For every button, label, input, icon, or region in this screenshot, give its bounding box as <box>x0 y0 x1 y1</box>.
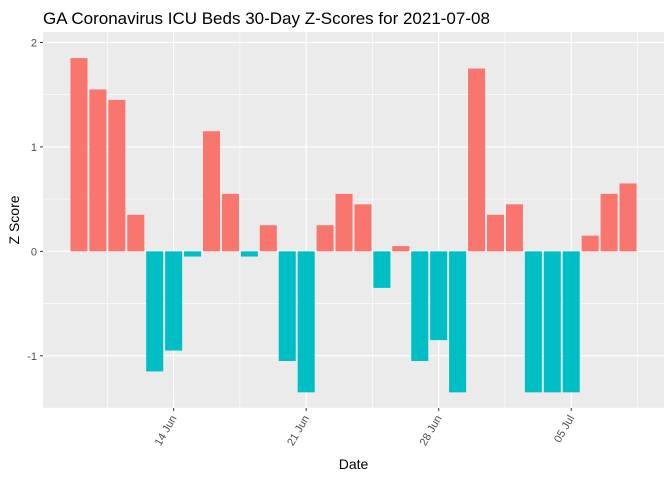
bar-2021-06-21 <box>297 251 315 393</box>
y-tick-label: 1 <box>31 142 37 154</box>
y-axis-ticks: -1 0 1 2 <box>27 37 43 363</box>
bar-2021-06-12 <box>127 214 145 252</box>
bar-2021-06-27 <box>411 251 429 361</box>
bar-2021-06-24 <box>354 204 372 252</box>
x-tick-label: 14 Jun <box>153 413 180 448</box>
bar-2021-07-01 <box>486 214 505 252</box>
bar-2021-06-11 <box>108 99 126 252</box>
x-tick-label: 21 Jun <box>285 413 312 448</box>
x-tick-label: 05 Jul <box>552 413 577 444</box>
y-tick-label: 2 <box>31 37 37 49</box>
bar-2021-06-30 <box>468 68 486 252</box>
bar-2021-06-15 <box>184 251 202 257</box>
x-axis-label: Date <box>339 456 369 472</box>
bar-2021-07-05 <box>562 251 580 393</box>
y-tick-label: 0 <box>31 246 37 258</box>
bar-2021-06-22 <box>316 225 334 252</box>
bar-2021-06-13 <box>146 251 164 372</box>
bar-2021-06-26 <box>392 246 410 252</box>
bar-2021-07-07 <box>600 193 618 252</box>
bars <box>70 58 637 393</box>
chart-title: GA Coronavirus ICU Beds 30-Day Z-Scores … <box>43 9 490 28</box>
bar-2021-06-18 <box>240 251 258 257</box>
bar-2021-06-25 <box>373 251 391 288</box>
bar-2021-06-19 <box>259 225 277 252</box>
bar-2021-06-20 <box>278 251 296 361</box>
x-axis-ticks: 14 Jun 21 Jun 28 Jun 05 Jul <box>153 408 577 448</box>
bar-2021-07-04 <box>543 251 561 393</box>
bar-2021-07-08 <box>619 183 637 252</box>
x-tick-label: 28 Jun <box>418 413 445 448</box>
bar-2021-07-06 <box>581 235 599 252</box>
bar-2021-06-14 <box>165 251 183 351</box>
bar-2021-06-10 <box>89 89 107 252</box>
bar-2021-07-03 <box>524 251 542 393</box>
bar-2021-06-29 <box>449 251 467 393</box>
y-tick-label: -1 <box>27 351 37 363</box>
bar-2021-06-16 <box>202 131 221 252</box>
bar-2021-06-23 <box>335 193 353 252</box>
y-axis-label: Z Score <box>6 195 22 244</box>
bar-2021-06-17 <box>221 193 239 252</box>
bar-2021-06-09 <box>70 58 88 252</box>
bar-2021-06-28 <box>430 251 448 341</box>
bar-2021-07-02 <box>505 204 523 252</box>
